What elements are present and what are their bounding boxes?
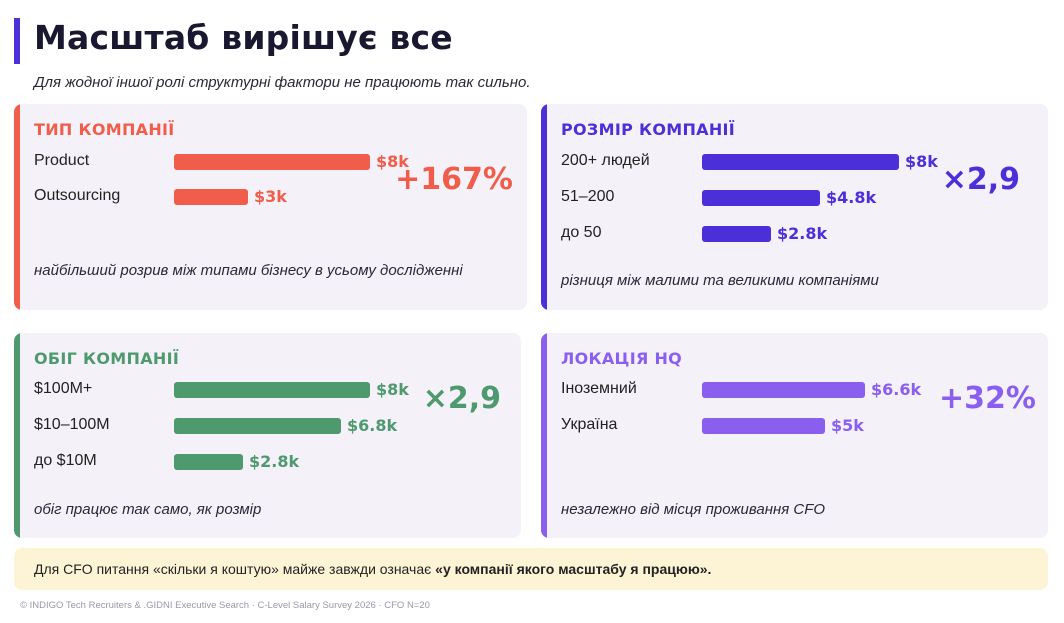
page-title: Масштаб вирішує все	[34, 18, 453, 57]
bar-value-label: $5k	[831, 416, 864, 435]
bar-value-label: $2.8k	[249, 452, 300, 471]
metric-value: ×2,9	[941, 162, 1020, 197]
card-company-size: РОЗМІР КОМПАНІЇ 200+ людей $8k 51–200 $4.8k…	[541, 104, 1048, 310]
bar-value-label: $4.8k	[826, 188, 877, 207]
bar	[174, 382, 370, 398]
bar-value-label: $8k	[905, 152, 938, 171]
bar	[702, 382, 865, 398]
metric-value: +167%	[395, 162, 513, 197]
card-note: обіг працює так само, як розмір	[34, 501, 262, 518]
footer-credits: © INDIGO Tech Recruiters & .GIDNI Execut…	[20, 600, 430, 611]
bar	[174, 418, 341, 434]
card-company-revenue: ОБІГ КОМПАНІЇ $100M+ $8k $10–100M $6.8k до $…	[14, 333, 521, 538]
bar-label: 200+ людей	[561, 152, 650, 169]
card-title: ЛОКАЦІЯ HQ	[561, 349, 683, 368]
bar	[702, 154, 899, 170]
card-accent	[14, 333, 20, 538]
bar-value-label: $3k	[254, 187, 287, 206]
card-accent	[541, 104, 547, 310]
card-hq-location: ЛОКАЦІЯ HQ Іноземний $6.6k Україна $5k +32%…	[541, 333, 1048, 538]
bar-value-label: $2.8k	[777, 224, 828, 243]
bar-value-label: $8k	[376, 152, 409, 171]
card-note: незалежно від місця проживання CFO	[561, 501, 826, 518]
title-accent-bar	[14, 18, 20, 64]
card-title: ТИП КОМПАНІЇ	[34, 120, 175, 139]
bar-label: 51–200	[561, 188, 615, 205]
callout-bold: «у компанії якого масштабу я працюю».	[435, 561, 712, 577]
card-title: ОБІГ КОМПАНІЇ	[34, 349, 180, 368]
bar-label: до 50	[561, 224, 602, 241]
bar-label: Іноземний	[561, 380, 637, 397]
bar-value-label: $8k	[376, 380, 409, 399]
bar	[702, 226, 771, 242]
bar-value-label: $6.8k	[347, 416, 398, 435]
card-accent	[14, 104, 20, 310]
bar	[174, 454, 243, 470]
bar	[174, 154, 370, 170]
bar-label: $10–100M	[34, 416, 110, 433]
card-note: найбільший розрив між типами бізнесу в у…	[34, 262, 463, 279]
card-note: різниця між малими та великими компаніям…	[561, 272, 879, 289]
bar	[702, 418, 825, 434]
card-company-type: ТИП КОМПАНІЇ Product $8k Outsourcing $3k +1…	[14, 104, 527, 310]
bar-value-label: $6.6k	[871, 380, 922, 399]
bar-label: Product	[34, 152, 90, 169]
bar	[174, 189, 248, 205]
bar-label: Outsourcing	[34, 187, 121, 204]
callout-box: Для CFO питання «скільки я коштую» майже…	[14, 548, 1048, 590]
card-accent	[541, 333, 547, 538]
metric-value: ×2,9	[422, 381, 501, 416]
bar-label: до $10M	[34, 452, 97, 469]
card-title: РОЗМІР КОМПАНІЇ	[561, 120, 736, 139]
bar-label: $100M+	[34, 380, 93, 397]
callout-text: Для CFO питання «скільки я коштую» майже…	[34, 561, 711, 577]
bar	[702, 190, 820, 206]
bar-label: Україна	[561, 416, 618, 433]
callout-plain: Для CFO питання «скільки я коштую» майже…	[34, 561, 436, 577]
page-subtitle: Для жодної іншої ролі структурні фактори…	[34, 74, 531, 91]
metric-value: +32%	[939, 381, 1036, 416]
